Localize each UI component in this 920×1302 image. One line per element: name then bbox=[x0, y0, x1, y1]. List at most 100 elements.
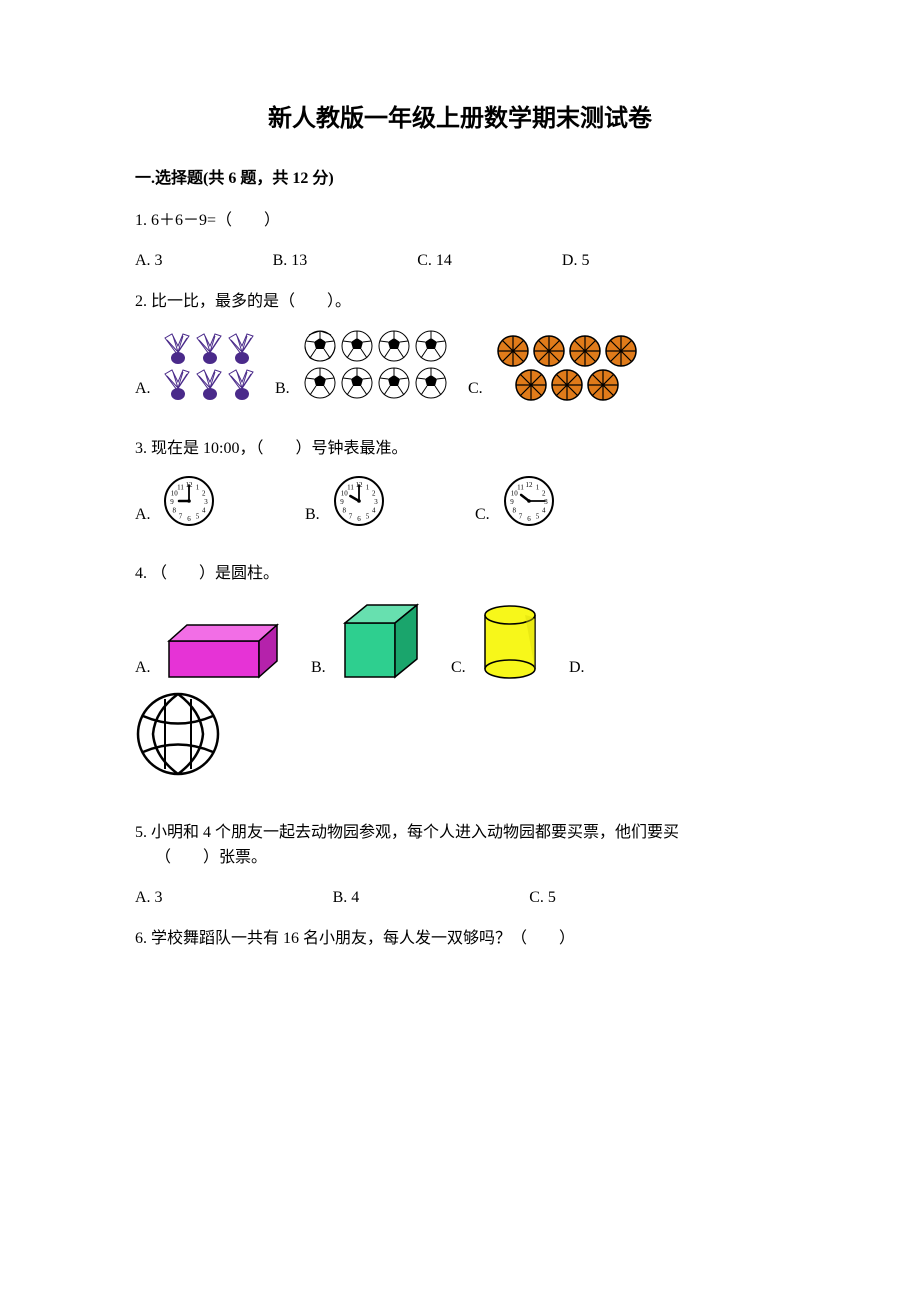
q2-opt-c: C. bbox=[468, 334, 638, 402]
q4-b-label: B. bbox=[311, 655, 333, 681]
q1-options: A. 3 B. 13 C. 14 D. 5 bbox=[135, 248, 785, 274]
q1-opt-d: D. 5 bbox=[562, 248, 590, 274]
svg-text:8: 8 bbox=[343, 507, 347, 515]
soccer-ball-icon bbox=[377, 329, 411, 363]
q4-d-label: D. bbox=[569, 655, 591, 681]
shuttlecock-group bbox=[163, 332, 257, 402]
svg-text:7: 7 bbox=[349, 513, 353, 521]
q3-b-label: B. bbox=[305, 502, 327, 528]
svg-text:3: 3 bbox=[204, 498, 208, 506]
svg-text:2: 2 bbox=[542, 490, 546, 498]
soccer-group bbox=[303, 329, 450, 402]
q4-opt-d: D. bbox=[569, 655, 591, 681]
svg-text:5: 5 bbox=[536, 513, 540, 521]
svg-text:11: 11 bbox=[347, 484, 354, 492]
q2-options: A. B. bbox=[135, 329, 785, 402]
q3-options: A. 123456789101112 B. 123456789101112 C.… bbox=[135, 475, 785, 527]
basketball-icon bbox=[604, 334, 638, 368]
q3-opt-c: C. 123456789101112 bbox=[475, 475, 555, 527]
svg-text:1: 1 bbox=[536, 484, 540, 492]
soccer-ball-icon bbox=[303, 366, 337, 400]
q5-opt-c: C. 5 bbox=[529, 885, 556, 911]
svg-text:5: 5 bbox=[196, 513, 200, 521]
q4-opt-c: C. bbox=[451, 603, 541, 681]
soccer-ball-icon bbox=[303, 329, 337, 363]
svg-text:5: 5 bbox=[366, 513, 370, 521]
svg-text:6: 6 bbox=[357, 515, 361, 523]
soccer-ball-icon bbox=[414, 329, 448, 363]
svg-text:1: 1 bbox=[366, 484, 370, 492]
svg-text:6: 6 bbox=[527, 515, 531, 523]
shuttlecock-icon bbox=[195, 332, 225, 366]
question-3: 3. 现在是 10:00，（ ）号钟表最准。 A. 12345678910111… bbox=[135, 436, 785, 528]
cylinder-icon bbox=[479, 603, 541, 681]
q2-opt-b: B. bbox=[275, 329, 450, 402]
q5-options: A. 3 B. 4 C. 5 bbox=[135, 885, 785, 911]
cube-icon bbox=[339, 601, 423, 681]
question-6: 6. 学校舞蹈队一共有 16 名小朋友，每人发一双够吗？（ ） bbox=[135, 926, 785, 952]
q2-text: 2. 比一比，最多的是（ ）。 bbox=[135, 289, 785, 315]
svg-text:6: 6 bbox=[187, 515, 191, 523]
svg-text:7: 7 bbox=[179, 513, 183, 521]
q5-opt-a: A. 3 bbox=[135, 885, 163, 911]
q1-text: 1. 6＋6－9=（ ） bbox=[135, 208, 785, 234]
q4-c-label: C. bbox=[451, 655, 473, 681]
q2-b-label: B. bbox=[275, 376, 297, 402]
svg-text:4: 4 bbox=[372, 507, 376, 515]
question-2: 2. 比一比，最多的是（ ）。 A. B. bbox=[135, 289, 785, 402]
q5-opt-b: B. 4 bbox=[333, 885, 360, 911]
basketball-icon bbox=[532, 334, 566, 368]
q3-text: 3. 现在是 10:00，（ ）号钟表最准。 bbox=[135, 436, 785, 462]
shuttlecock-icon bbox=[163, 332, 193, 366]
q2-c-label: C. bbox=[468, 376, 490, 402]
q2-opt-a: A. bbox=[135, 332, 257, 402]
q1-opt-a: A. 3 bbox=[135, 248, 163, 274]
q5-text-line2: （ ）张票。 bbox=[135, 845, 785, 871]
q4-a-label: A. bbox=[135, 655, 157, 681]
shuttlecock-icon bbox=[227, 332, 257, 366]
question-4: 4. （ ）是圆柱。 A. B. C. bbox=[135, 561, 785, 785]
question-5: 5. 小明和 4 个朋友一起去动物园参观，每个人进入动物园都要买票，他们要买 （… bbox=[135, 820, 785, 911]
q1-opt-c: C. 14 bbox=[417, 248, 452, 274]
q5-text-line1: 5. 小明和 4 个朋友一起去动物园参观，每个人进入动物园都要买票，他们要买 bbox=[135, 820, 785, 846]
svg-text:3: 3 bbox=[374, 498, 378, 506]
shuttlecock-icon bbox=[227, 368, 257, 402]
basketball-icon bbox=[550, 368, 584, 402]
svg-text:8: 8 bbox=[173, 507, 177, 515]
basketball-icon bbox=[586, 368, 620, 402]
q3-opt-b: B. 123456789101112 bbox=[305, 475, 385, 527]
soccer-ball-icon bbox=[414, 366, 448, 400]
svg-text:3: 3 bbox=[544, 498, 548, 506]
soccer-ball-icon bbox=[340, 329, 374, 363]
q4-text: 4. （ ）是圆柱。 bbox=[135, 561, 785, 587]
svg-text:11: 11 bbox=[517, 484, 524, 492]
cuboid-icon bbox=[163, 621, 283, 681]
svg-text:9: 9 bbox=[170, 498, 174, 506]
svg-text:12: 12 bbox=[526, 481, 534, 489]
q6-text: 6. 学校舞蹈队一共有 16 名小朋友，每人发一双够吗？（ ） bbox=[135, 926, 785, 952]
svg-text:1: 1 bbox=[196, 484, 200, 492]
svg-text:4: 4 bbox=[202, 507, 206, 515]
q4-opt-d-image bbox=[135, 691, 785, 786]
page-title: 新人教版一年级上册数学期末测试卷 bbox=[135, 100, 785, 138]
svg-text:9: 9 bbox=[510, 498, 514, 506]
section-1-header: 一.选择题(共 6 题，共 12 分) bbox=[135, 166, 785, 192]
shuttlecock-icon bbox=[195, 368, 225, 402]
basketball-icon bbox=[496, 334, 530, 368]
q3-a-label: A. bbox=[135, 502, 157, 528]
clock-icon: 123456789101112 bbox=[163, 475, 215, 527]
shuttlecock-icon bbox=[163, 368, 193, 402]
basketball-icon bbox=[514, 368, 548, 402]
basketball-icon bbox=[568, 334, 602, 368]
clock-icon: 123456789101112 bbox=[503, 475, 555, 527]
q4-options: A. B. C. bbox=[135, 601, 785, 681]
q3-opt-a: A. 123456789101112 bbox=[135, 475, 215, 527]
q1-opt-b: B. 13 bbox=[273, 248, 308, 274]
clock-icon: 123456789101112 bbox=[333, 475, 385, 527]
svg-text:8: 8 bbox=[513, 507, 517, 515]
basketball-group bbox=[496, 334, 638, 402]
soccer-ball-icon bbox=[340, 366, 374, 400]
q3-c-label: C. bbox=[475, 502, 497, 528]
svg-text:4: 4 bbox=[542, 507, 546, 515]
volleyball-icon bbox=[135, 691, 221, 777]
